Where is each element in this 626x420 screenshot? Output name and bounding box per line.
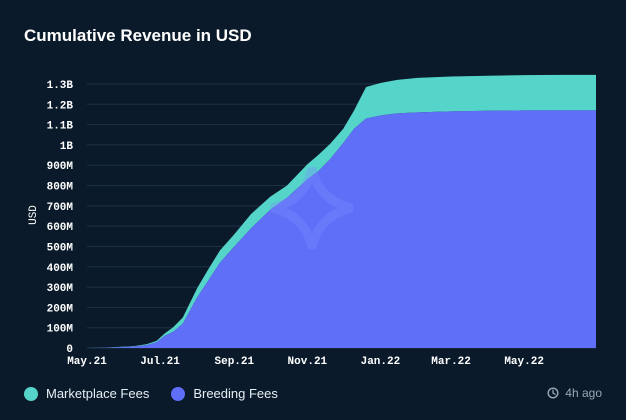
x-tick-label: Jan.22 [361, 356, 401, 368]
y-tick-label: 400M [47, 263, 74, 275]
legend-label: Marketplace Fees [46, 386, 149, 401]
updated-text: 4h ago [565, 386, 602, 400]
breeding-fees-swatch [171, 387, 185, 401]
y-tick-label: 0 [66, 344, 73, 356]
legend: Marketplace Fees Breeding Fees [24, 386, 300, 401]
y-axis-ticks: 0 100M 200M 300M 400M 500M 600M 700M 800M 900M 1B 1… [47, 80, 74, 356]
x-tick-label: Sep.21 [215, 356, 255, 368]
x-axis-ticks: May.21 Jul.21 Sep.21 Nov.21 Jan.22 Mar.22 May.… [67, 356, 544, 368]
y-tick-label: 900M [47, 161, 74, 173]
x-tick-label: May.22 [504, 356, 544, 368]
y-tick-label: 700M [47, 202, 74, 214]
y-tick-label: 200M [47, 303, 74, 315]
y-tick-label: 1.3B [47, 80, 74, 92]
clock-refresh-icon [547, 387, 559, 399]
area-breeding-fees [87, 110, 596, 348]
legend-item-marketplace-fees[interactable]: Marketplace Fees [24, 386, 149, 401]
cumulative-revenue-chart: 0 100M 200M 300M 400M 500M 600M 700M 800M 900M 1B 1… [0, 0, 626, 380]
y-tick-label: 1B [60, 141, 74, 153]
legend-label: Breeding Fees [193, 386, 278, 401]
y-tick-label: 600M [47, 222, 74, 234]
y-tick-label: 1.1B [47, 121, 74, 133]
y-axis-label: USD [28, 205, 40, 225]
last-updated: 4h ago [547, 386, 602, 400]
legend-item-breeding-fees[interactable]: Breeding Fees [171, 386, 278, 401]
x-tick-label: Nov.21 [288, 356, 328, 368]
marketplace-fees-swatch [24, 387, 38, 401]
y-tick-label: 100M [47, 324, 74, 336]
y-tick-label: 1.2B [47, 100, 74, 112]
y-tick-label: 500M [47, 242, 74, 254]
x-tick-label: Jul.21 [140, 356, 180, 368]
x-tick-label: Mar.22 [431, 356, 471, 368]
y-tick-label: 300M [47, 283, 74, 295]
x-tick-label: May.21 [67, 356, 107, 368]
y-tick-label: 800M [47, 182, 74, 194]
